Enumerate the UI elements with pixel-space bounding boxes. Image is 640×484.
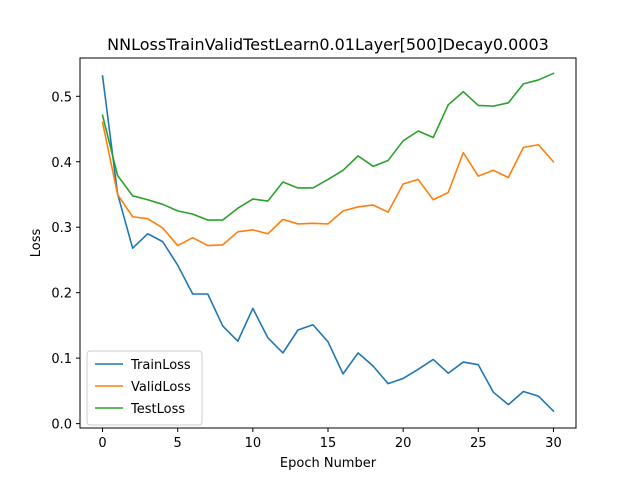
y-axis-label: Loss — [29, 229, 44, 258]
x-tick-label: 20 — [395, 436, 412, 451]
series-layer — [101, 72, 555, 413]
x-tick-label: 0 — [98, 436, 106, 451]
x-axis: 0 5 10 15 20 25 30 — [98, 428, 562, 451]
legend-label: TestLoss — [130, 402, 185, 417]
x-tick-label: 25 — [470, 436, 487, 451]
legend-label: TrainLoss — [130, 358, 191, 373]
legend: TrainLoss ValidLoss TestLoss — [86, 350, 203, 426]
chart-title: NNLossTrainValidTestLearn0.01Layer[500]D… — [107, 35, 549, 54]
x-tick-label: 30 — [545, 436, 562, 451]
y-tick-label: 0.4 — [51, 156, 72, 171]
y-tick-label: 0.0 — [51, 418, 72, 433]
x-tick-label: 15 — [320, 436, 337, 451]
series-line-trainloss — [101, 75, 555, 413]
y-tick-label: 0.2 — [51, 287, 72, 302]
y-tick-label: 0.3 — [51, 221, 72, 236]
series-line-validloss — [101, 121, 555, 247]
legend-box — [86, 350, 203, 426]
y-axis: 0.0 0.1 0.2 0.3 0.4 0.5 — [51, 90, 80, 433]
y-tick-label: 0.5 — [51, 90, 72, 105]
x-axis-label: Epoch Number — [280, 456, 377, 471]
series-line-testloss — [101, 72, 555, 221]
x-tick-label: 10 — [245, 436, 262, 451]
y-tick-label: 0.1 — [51, 352, 72, 367]
legend-label: ValidLoss — [131, 380, 191, 395]
x-tick-label: 5 — [174, 436, 182, 451]
